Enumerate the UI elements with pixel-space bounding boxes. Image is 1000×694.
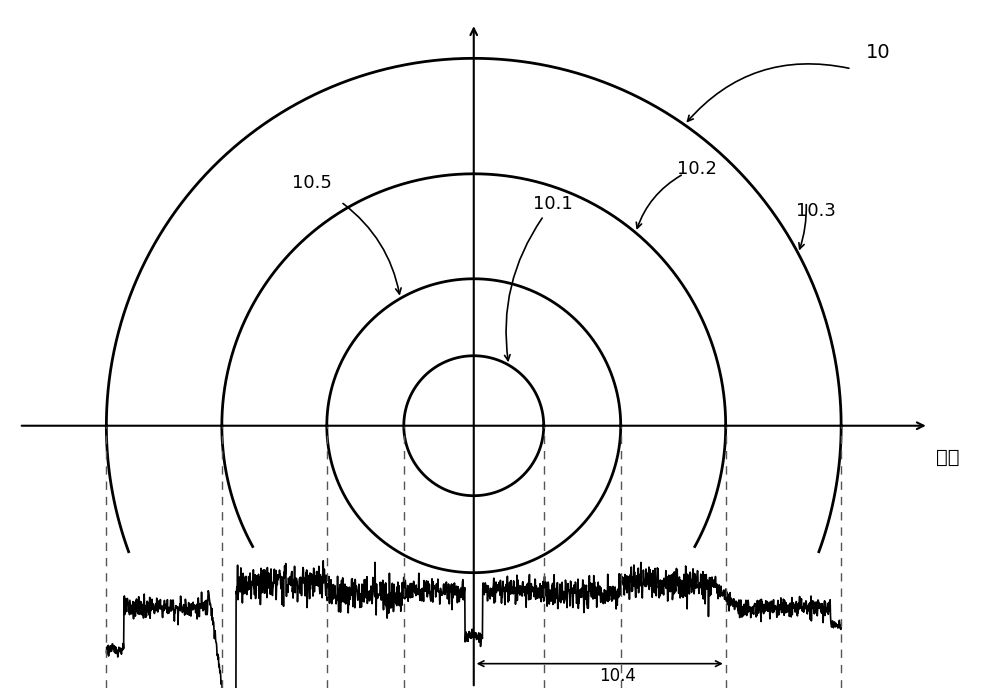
Text: 10.3: 10.3 [796, 202, 836, 220]
Text: 10.1: 10.1 [533, 195, 573, 213]
Text: 10.2: 10.2 [677, 160, 717, 178]
Text: 10.4: 10.4 [599, 667, 636, 685]
Text: 10.5: 10.5 [292, 174, 332, 192]
Text: 10: 10 [866, 43, 890, 62]
Text: 半径: 半径 [936, 448, 959, 467]
